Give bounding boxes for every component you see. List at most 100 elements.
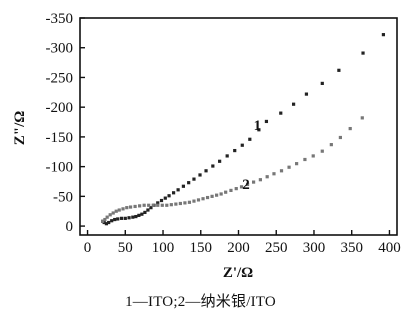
data-point-series-2 xyxy=(272,172,276,176)
data-point-series-2 xyxy=(187,200,192,204)
data-point-series-2 xyxy=(329,143,333,147)
data-point-series-1 xyxy=(248,137,252,141)
data-point-series-2 xyxy=(320,149,324,153)
data-point-series-1 xyxy=(337,68,341,72)
data-point-series-2 xyxy=(174,202,178,206)
data-point-series-2 xyxy=(303,157,307,162)
data-point-series-2 xyxy=(258,178,262,182)
axis-ticks: 0 50 100 150 200 250 300 350 400 0 -50 -100 -150 -200… xyxy=(46,11,401,256)
y-tick-label: -100 xyxy=(46,160,74,176)
data-point-series-1 xyxy=(123,216,127,220)
x-tick-label: 250 xyxy=(265,240,288,256)
data-point-series-1 xyxy=(361,51,365,55)
data-point-series-2 xyxy=(178,201,182,206)
data-point-series-1 xyxy=(163,196,167,200)
y-axis-label: Z"/Ω xyxy=(12,111,28,146)
y-tick-label: -300 xyxy=(46,41,74,57)
data-point-series-1 xyxy=(110,219,114,223)
data-point-series-2 xyxy=(229,188,233,193)
data-point-series-2 xyxy=(295,162,299,166)
data-point-series-1 xyxy=(171,191,176,195)
data-point-series-2 xyxy=(224,190,228,194)
data-point-series-2 xyxy=(156,203,160,207)
data-point-series-2 xyxy=(125,206,129,210)
data-point-series-1 xyxy=(240,143,244,147)
data-point-series-2 xyxy=(360,116,364,120)
y-tick-label: -200 xyxy=(46,100,74,116)
data-point-series-1 xyxy=(131,215,135,219)
y-tick-label: 0 xyxy=(66,219,74,235)
data-point-series-2 xyxy=(348,126,352,131)
figure-caption: 1—ITO;2—纳米银/ITO xyxy=(125,294,276,310)
x-tick-label: 200 xyxy=(227,240,250,256)
data-point-series-1 xyxy=(107,220,111,225)
data-point-series-1 xyxy=(257,128,261,132)
x-axis-label: Z'/Ω xyxy=(223,265,253,281)
data-point-series-1 xyxy=(279,111,283,115)
data-point-series-1 xyxy=(143,210,147,215)
data-point-series-1 xyxy=(116,217,120,221)
data-point-series-1 xyxy=(119,216,124,220)
data-point-series-1 xyxy=(204,169,208,173)
series-annotations: 12 xyxy=(242,118,261,193)
data-point-series-2 xyxy=(105,215,109,219)
data-point-series-2 xyxy=(133,204,137,209)
data-point-series-1 xyxy=(104,222,109,226)
data-point-series-2 xyxy=(245,182,250,187)
data-point-series-1 xyxy=(140,212,144,216)
data-point-series-2 xyxy=(234,187,238,191)
data-point-series-2 xyxy=(210,194,214,198)
data-point-series-2 xyxy=(215,193,219,197)
series-label-2: 2 xyxy=(242,177,250,193)
data-point-series-2 xyxy=(201,197,205,201)
data-point-series-2 xyxy=(147,203,151,207)
data-point-series-1 xyxy=(233,148,237,153)
x-tick-label: 350 xyxy=(340,240,363,256)
data-point-series-1 xyxy=(381,33,386,37)
data-point-series-2 xyxy=(121,207,125,211)
y-tick-label: -350 xyxy=(46,11,74,27)
data-point-series-2 xyxy=(239,185,244,189)
impedance-chart: 0 50 100 150 200 250 300 350 400 0 -50 -100 -150 -200… xyxy=(12,11,401,281)
data-point-series-2 xyxy=(101,219,105,223)
data-point-series-2 xyxy=(192,199,196,203)
data-point-series-1 xyxy=(137,213,141,217)
data-point-series-2 xyxy=(219,192,223,196)
data-point-series-2 xyxy=(251,180,256,184)
data-point-series-1 xyxy=(159,198,164,203)
data-point-series-1 xyxy=(291,102,296,106)
plot-frame xyxy=(79,17,398,236)
data-point-series-1 xyxy=(149,206,153,210)
data-point-series-1 xyxy=(225,154,229,158)
data-point-series-1 xyxy=(304,92,309,96)
data-point-series-1 xyxy=(320,81,324,85)
y-tick-label: -250 xyxy=(46,70,74,86)
data-point-series-2 xyxy=(183,201,187,205)
data-point-series-2 xyxy=(142,203,146,207)
data-point-series-2 xyxy=(165,203,169,207)
y-tick-label: -150 xyxy=(46,130,74,146)
data-point-series-2 xyxy=(279,169,284,173)
data-point-series-2 xyxy=(205,195,210,200)
data-point-series-2 xyxy=(117,208,121,212)
data-point-series-2 xyxy=(311,154,315,158)
data-point-series-2 xyxy=(160,203,164,207)
data-point-series-2 xyxy=(111,211,115,215)
data-point-series-2 xyxy=(114,209,118,213)
x-tick-label: 50 xyxy=(118,240,133,256)
data-point-series-1 xyxy=(127,216,131,220)
data-point-series-2 xyxy=(196,198,201,202)
data-point-series-2 xyxy=(265,175,269,179)
data-point-series-1 xyxy=(218,159,222,163)
data-point-series-1 xyxy=(113,217,117,222)
data-point-series-1 xyxy=(134,214,138,219)
data-point-series-1 xyxy=(187,181,191,185)
series-label-1: 1 xyxy=(254,118,262,134)
x-tick-label: 400 xyxy=(378,240,401,256)
data-point-series-1 xyxy=(192,177,196,181)
data-points xyxy=(101,33,386,226)
x-tick-label: 300 xyxy=(303,240,326,256)
data-point-series-2 xyxy=(338,135,342,140)
data-point-series-1 xyxy=(176,188,180,192)
data-point-series-2 xyxy=(151,203,155,207)
